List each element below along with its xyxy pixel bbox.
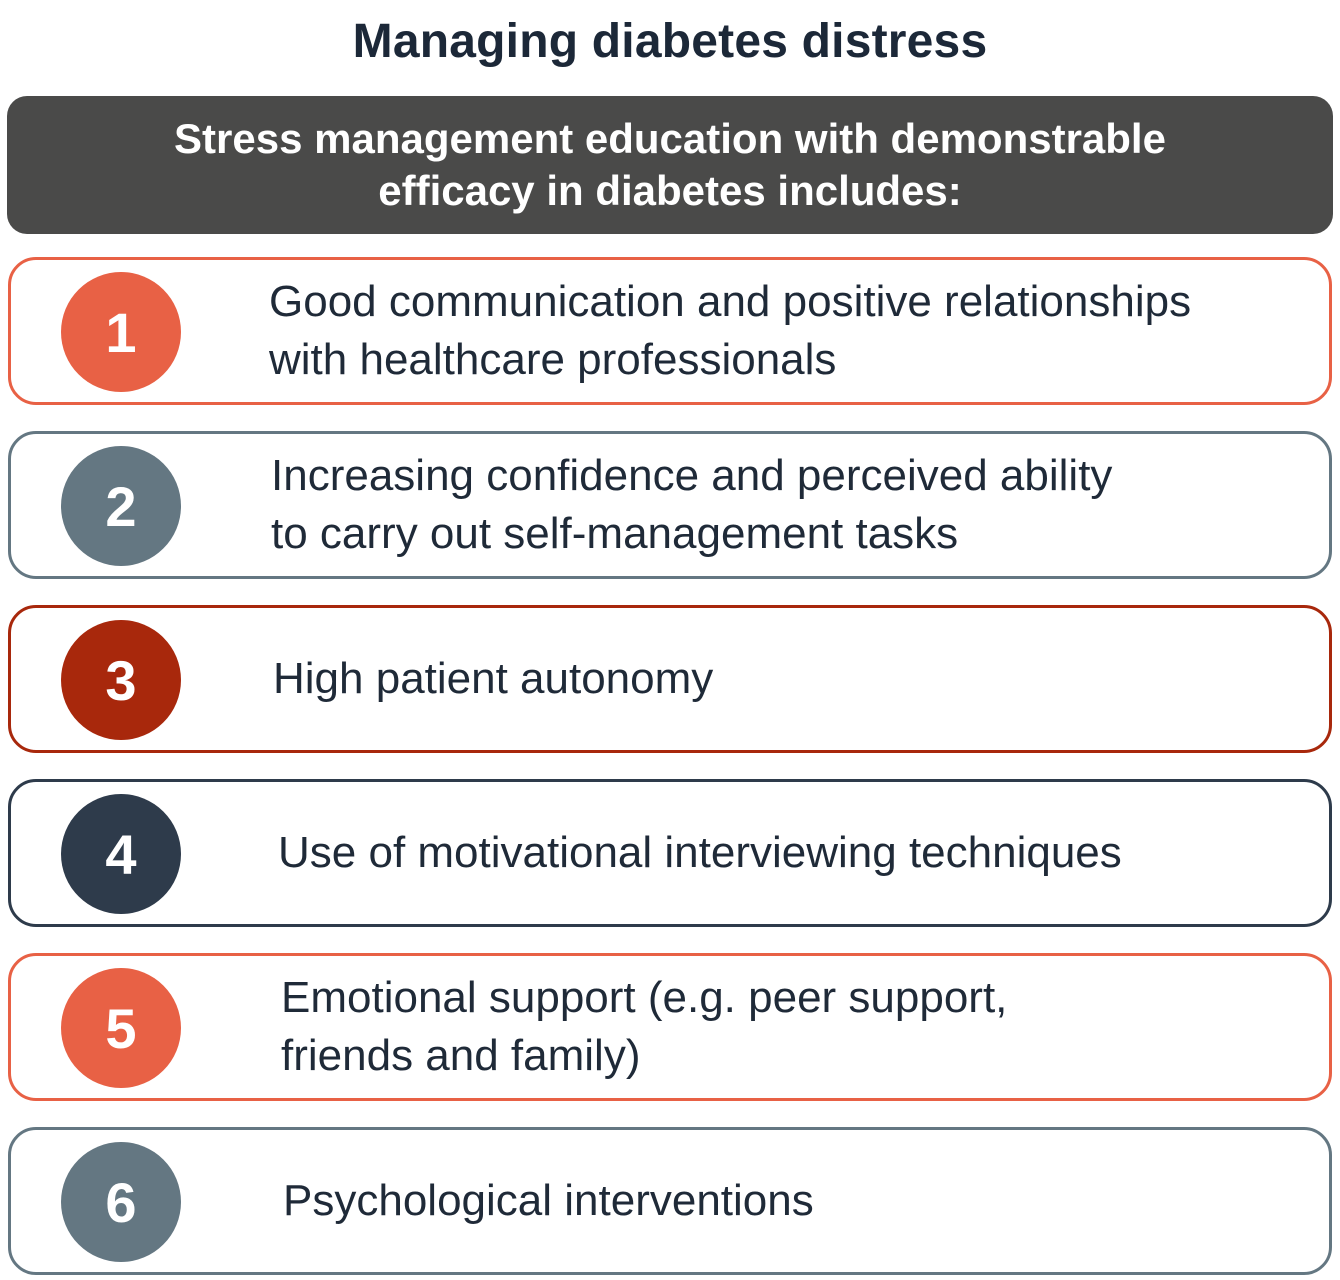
list-item-text: Good communication and positive relation… bbox=[269, 277, 1192, 384]
list-item-1: 1 Good communication and positive relati… bbox=[8, 257, 1332, 405]
header-banner-text: Stress management education with demonst… bbox=[174, 115, 1166, 214]
list-item-6: 6 Psychological interventions bbox=[8, 1127, 1332, 1275]
number-badge: 3 bbox=[61, 620, 181, 740]
number-badge: 4 bbox=[61, 794, 181, 914]
number-badge-label: 6 bbox=[105, 1170, 137, 1234]
number-badge: 5 bbox=[61, 968, 181, 1088]
list-item-4: 4 Use of motivational interviewing techn… bbox=[8, 779, 1332, 927]
header-banner: Stress management education with demonst… bbox=[7, 96, 1333, 234]
list-item-text: Increasing confidence and perceived abil… bbox=[271, 451, 1113, 558]
number-badge-label: 3 bbox=[105, 648, 137, 712]
number-badge: 1 bbox=[61, 272, 181, 392]
list-item-5: 5 Emotional support (e.g. peer support, … bbox=[8, 953, 1332, 1101]
list-item-3: 3 High patient autonomy bbox=[8, 605, 1332, 753]
number-badge-label: 2 bbox=[105, 474, 137, 538]
number-badge-label: 5 bbox=[105, 996, 137, 1060]
list-item-text: Emotional support (e.g. peer support, fr… bbox=[281, 973, 1008, 1080]
number-badge-label: 1 bbox=[105, 300, 137, 364]
list-item-text: Psychological interventions bbox=[283, 1176, 814, 1225]
number-badge-label: 4 bbox=[105, 822, 137, 886]
list-item-text: Use of motivational interviewing techniq… bbox=[278, 828, 1122, 877]
page-title: Managing diabetes distress bbox=[352, 15, 988, 68]
list-item-text: High patient autonomy bbox=[273, 654, 714, 703]
number-badge: 6 bbox=[61, 1142, 181, 1262]
list-item-2: 2 Increasing confidence and perceived ab… bbox=[8, 431, 1332, 579]
number-badge: 2 bbox=[61, 446, 181, 566]
